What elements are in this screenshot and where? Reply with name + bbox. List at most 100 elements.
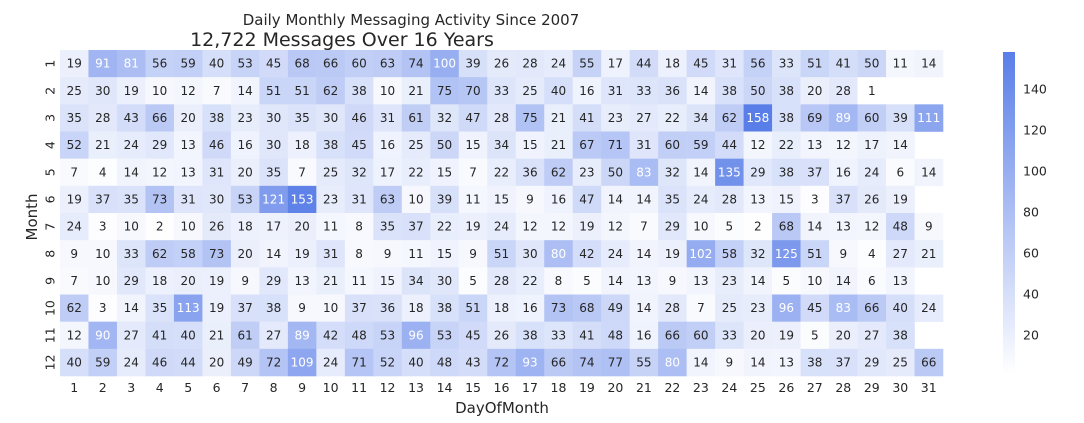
heatmap-cell xyxy=(287,50,317,78)
cell-value-label: 45 xyxy=(351,138,366,152)
heatmap-cell xyxy=(743,131,773,159)
cell-value-label: 14 xyxy=(608,192,623,206)
heatmap-cell xyxy=(515,348,545,377)
cell-value-label: 63 xyxy=(380,192,395,206)
cell-value-label: 60 xyxy=(665,138,680,152)
cell-value-label: 29 xyxy=(124,274,139,288)
heatmap-cell xyxy=(544,294,574,322)
heatmap-cell xyxy=(715,321,744,350)
heatmap-cell xyxy=(116,348,146,377)
heatmap-cell xyxy=(316,267,346,295)
cell-value-label: 51 xyxy=(294,84,309,98)
cell-value-label: 37 xyxy=(836,192,851,206)
cell-value-label: 77 xyxy=(608,355,623,369)
cell-value-label: 15 xyxy=(465,138,480,152)
cell-value-label: 38 xyxy=(722,84,737,98)
heatmap-cell xyxy=(145,158,175,187)
cell-value-label: 17 xyxy=(266,220,281,234)
cell-value-label: 14 xyxy=(608,274,623,288)
heatmap-cell xyxy=(886,50,915,78)
heatmap-cell xyxy=(886,294,915,322)
heatmap-cell xyxy=(458,213,488,241)
colorbar-tick-label: 140 xyxy=(1023,81,1047,96)
heatmap-cell xyxy=(430,213,460,241)
heatmap-cell xyxy=(230,104,260,132)
cell-value-label: 14 xyxy=(266,247,281,261)
cell-value-label: 36 xyxy=(522,165,537,179)
heatmap-cell xyxy=(800,104,830,132)
x-tick-label: 18 xyxy=(551,380,567,395)
cell-value-label: 74 xyxy=(579,355,594,369)
heatmap-cell xyxy=(487,185,517,214)
heatmap-cell xyxy=(829,77,858,105)
cell-value-label: 51 xyxy=(494,247,509,261)
heatmap-cell xyxy=(202,131,232,159)
heatmap-cell xyxy=(373,294,403,322)
heatmap-cell xyxy=(230,50,260,78)
heatmap-cell xyxy=(458,294,488,322)
heatmap-cell xyxy=(601,348,630,377)
heatmap-cell xyxy=(344,158,374,187)
cell-value-label: 59 xyxy=(95,355,110,369)
cell-value-label: 90 xyxy=(95,328,110,342)
heatmap-cell xyxy=(800,77,830,105)
cell-value-label: 125 xyxy=(775,247,798,261)
heatmap-cell xyxy=(629,158,659,187)
cell-value-label: 7 xyxy=(298,165,306,179)
x-tick-label: 6 xyxy=(213,380,221,395)
heatmap-cell xyxy=(715,104,744,132)
heatmap-cell xyxy=(857,240,887,268)
heatmap-cell xyxy=(430,131,460,159)
x-tick-label: 29 xyxy=(864,380,880,395)
heatmap-cell xyxy=(886,213,915,241)
heatmap-cell xyxy=(572,158,602,187)
heatmap-cell xyxy=(373,240,403,268)
y-tick-label: 11 xyxy=(43,327,58,343)
heatmap-cell xyxy=(886,104,915,132)
x-tick-label: 13 xyxy=(408,380,424,395)
cell-value-label: 30 xyxy=(323,111,338,125)
heatmap-cell xyxy=(515,131,545,159)
cell-value-label: 71 xyxy=(351,355,366,369)
heatmap-cell xyxy=(344,240,374,268)
cell-value-label: 32 xyxy=(351,165,366,179)
heatmap-cell xyxy=(230,185,260,214)
cell-value-label: 33 xyxy=(551,328,566,342)
heatmap-cell xyxy=(116,104,146,132)
cell-value-label: 51 xyxy=(465,301,480,315)
cell-value-label: 37 xyxy=(836,355,851,369)
cell-value-label: 8 xyxy=(355,220,363,234)
x-tick-label: 19 xyxy=(579,380,595,395)
cell-value-label: 38 xyxy=(893,328,908,342)
heatmap-cell xyxy=(658,77,687,105)
heatmap-cell xyxy=(544,348,574,377)
heatmap-cell xyxy=(88,77,118,105)
cell-value-label: 33 xyxy=(494,84,509,98)
x-tick-label: 22 xyxy=(664,380,680,395)
heatmap-cell xyxy=(430,348,460,377)
heatmap-cell xyxy=(658,104,687,132)
heatmap-cell xyxy=(401,158,431,187)
heatmap-cell xyxy=(116,213,146,241)
heatmap-cell xyxy=(230,294,260,322)
heatmap-cell xyxy=(686,321,716,350)
cell-value-label: 21 xyxy=(209,328,224,342)
x-tick-label: 20 xyxy=(607,380,623,395)
cell-value-label: 35 xyxy=(124,192,139,206)
cell-value-label: 10 xyxy=(181,220,196,234)
cell-value-label: 36 xyxy=(380,301,395,315)
cell-value-label: 39 xyxy=(465,57,480,71)
cell-value-label: 30 xyxy=(437,274,452,288)
heatmap-cell xyxy=(715,158,744,187)
heatmap-cell xyxy=(401,104,431,132)
heatmap-cell xyxy=(373,348,403,377)
y-tick-label: 12 xyxy=(43,354,58,370)
cell-value-label: 22 xyxy=(494,165,509,179)
x-tick-label: 16 xyxy=(494,380,510,395)
cell-value-label: 29 xyxy=(152,138,167,152)
heatmap-cell xyxy=(629,294,659,322)
x-tick-label: 30 xyxy=(892,380,908,395)
cell-value-label: 38 xyxy=(779,111,794,125)
cell-value-label: 121 xyxy=(262,192,285,206)
cell-value-label: 48 xyxy=(608,328,623,342)
